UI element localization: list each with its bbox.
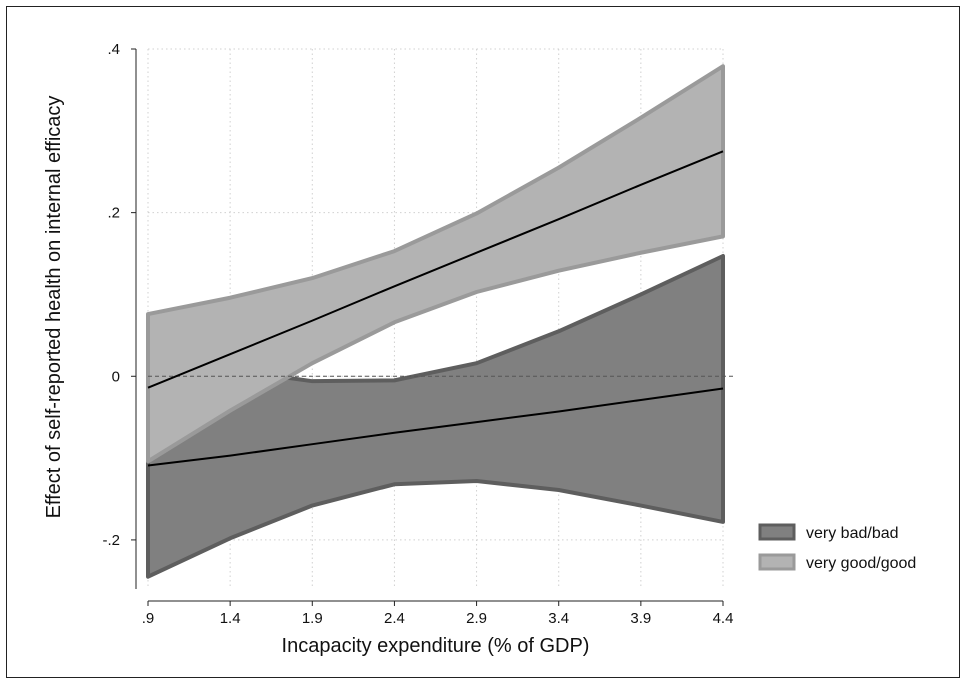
y-tick-label: -.2 <box>102 532 120 549</box>
series-band-2 <box>146 64 725 464</box>
axis-layer: -.2 0 .2 .4 .9 1.4 1.9 2.4 2.9 3.4 3.9 4.4 <box>102 41 733 627</box>
legend-label-2: very good/good <box>806 555 916 572</box>
band-layer <box>146 64 735 579</box>
legend-swatch-1 <box>758 523 796 541</box>
x-tick-label: 1.9 <box>302 610 323 627</box>
legend-swatch-2 <box>758 553 796 571</box>
x-axis-title: Incapacity expenditure (% of GDP) <box>282 635 590 657</box>
series-estimate-line-1 <box>147 387 724 467</box>
y-tick-label: .4 <box>107 41 120 58</box>
x-tick-label: 4.4 <box>713 610 734 627</box>
x-tick-label: .9 <box>142 610 155 627</box>
x-tick-label: 2.4 <box>384 610 405 627</box>
series-band-1 <box>146 254 725 579</box>
x-tick-label: 3.9 <box>630 610 651 627</box>
y-axis-title: Effect of self-reported health on intern… <box>43 96 65 519</box>
legend: very bad/bad very good/good <box>758 523 916 572</box>
y-tick-label: 0 <box>112 368 120 385</box>
series-estimate-line-2 <box>147 150 724 389</box>
legend-label-1: very bad/bad <box>806 525 899 542</box>
x-tick-label: 2.9 <box>466 610 487 627</box>
x-tick-label: 1.4 <box>220 610 241 627</box>
x-tick-label: 3.4 <box>548 610 569 627</box>
y-tick-label: .2 <box>107 205 120 222</box>
